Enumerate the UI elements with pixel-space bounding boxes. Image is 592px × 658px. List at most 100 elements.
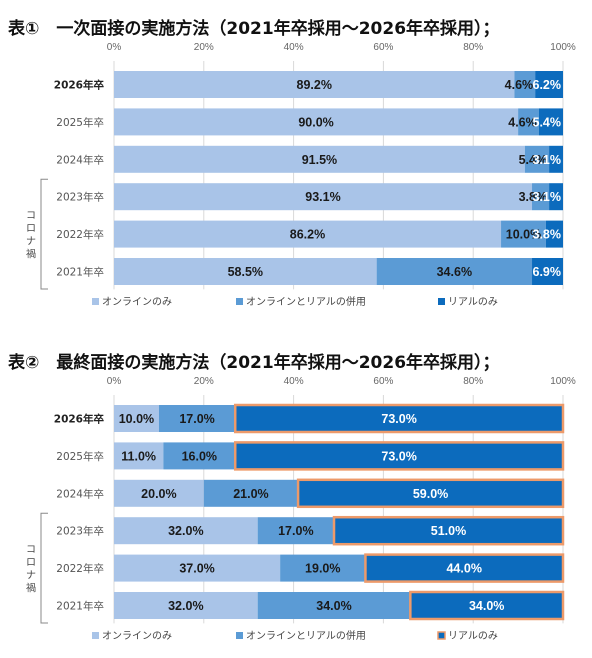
side-label-char: ロ [26,224,36,235]
category-label: 2026年卒 [54,413,105,426]
data-label: 73.0% [381,449,416,463]
bar-segment [114,258,377,285]
chart-2-title: 表② 最終面接の実施方法（2021年卒採用～2026年卒採用）； [8,353,500,373]
bar-segment [524,145,550,173]
bar-segment [364,553,565,583]
data-label: 4.6% [508,115,537,129]
side-label-char: ロ [26,558,36,569]
side-label-char: コ [26,211,36,222]
data-label: 32.0% [168,599,203,613]
data-label: 4.6% [505,78,534,92]
legend-swatch [236,632,243,639]
data-label: 3.8% [533,228,562,242]
data-label: 91.5% [302,153,337,167]
side-label-char: 禍 [26,248,36,261]
category-label: 2025年卒 [56,450,104,463]
data-label: 34.0% [469,599,504,613]
bar-segment [501,220,546,248]
x-tick-label: 100% [550,376,576,387]
side-label-char: ナ [26,570,36,582]
bar-segment [163,442,236,470]
side-label-char: ナ [26,236,36,248]
bar-segment [549,145,563,173]
data-label: 59.0% [413,487,448,501]
legend-label: オンラインのみ [102,630,172,642]
bar-segment [280,554,366,582]
data-label: 11.0% [121,449,156,463]
data-label: 10.0% [506,228,541,242]
data-label: 86.2% [290,228,325,242]
data-label: 16.0% [182,449,217,463]
category-label: 2024年卒 [56,487,104,500]
bar-segment [114,71,515,98]
x-tick-label: 20% [194,376,214,387]
x-tick-label: 60% [373,42,393,53]
chart-1-plot: 0% 20% 40% 60% 80% 100%2026年卒 89.2% 4.6% 6.2%202… [26,42,576,308]
legend-label: リアルのみ [448,297,498,308]
bar-segment [203,479,299,507]
bar-segment [114,592,258,619]
data-label: 17.0% [179,412,214,426]
data-label: 44.0% [446,562,481,576]
bar-segment [114,183,533,211]
legend-label: リアルのみ [448,631,498,642]
bar-segment [114,479,204,507]
data-label: 5.4% [519,153,548,167]
legend-swatch [438,298,445,305]
data-label: 89.2% [297,78,332,92]
legend-swatch [92,632,99,639]
data-label: 58.5% [228,265,263,279]
data-label: 37.0% [179,562,214,576]
bar-segment [532,183,550,211]
x-tick-label: 0% [107,376,122,387]
bar-segment [114,517,258,545]
legend-swatch [437,631,446,640]
bar-segment [158,405,236,432]
x-tick-label: 40% [284,376,304,387]
data-label: 93.1% [305,190,340,204]
category-label: 2025年卒 [56,116,104,129]
bar-segment [257,517,335,545]
bar-segment [114,405,159,432]
x-tick-label: 80% [463,376,483,387]
category-label: 2022年卒 [56,562,104,575]
x-tick-label: 0% [107,42,122,53]
x-tick-label: 20% [194,42,214,53]
bar-segment [332,515,565,546]
chart-1-title: 表① 一次面接の実施方法（2021年卒採用～2026年卒採用）； [8,19,500,39]
data-label: 3.8% [519,190,548,204]
bar-segment [114,554,281,582]
category-label: 2022年卒 [56,228,104,241]
bar-segment [535,71,563,98]
bar-segment [114,220,502,248]
bar-segment [114,145,525,173]
side-label-char: コ [26,545,36,556]
data-label: 5.4% [533,115,562,129]
data-label: 17.0% [278,524,313,538]
data-label: 32.0% [168,524,203,538]
data-label: 51.0% [431,524,466,538]
x-tick-label: 100% [550,42,576,53]
legend-label: オンラインのみ [102,296,172,308]
covid-bracket [40,178,48,290]
data-label: 73.0% [381,412,416,426]
chart-2-plot: 0% 20% 40% 60% 80% 100% 2026年卒 10.0% 17.0% 73.0% 2… [26,376,576,642]
category-label: 2026年卒 [54,79,105,92]
bar-segment [538,108,563,136]
data-label: 10.0% [119,412,154,426]
bar-segment [518,108,539,136]
bar-segment [549,183,563,211]
data-label: 6.9% [533,265,562,279]
data-label: 19.0% [305,562,340,576]
legend-swatch [236,298,243,305]
category-label: 2023年卒 [56,525,104,538]
covid-bracket [40,512,48,624]
x-tick-label: 80% [463,42,483,53]
bar-segment [409,590,565,621]
x-tick-label: 60% [373,376,393,387]
category-label: 2024年卒 [56,153,104,166]
legend-label: オンラインとリアルの併用 [246,295,366,308]
category-label: 2021年卒 [56,266,104,279]
data-label: 20.0% [141,487,176,501]
